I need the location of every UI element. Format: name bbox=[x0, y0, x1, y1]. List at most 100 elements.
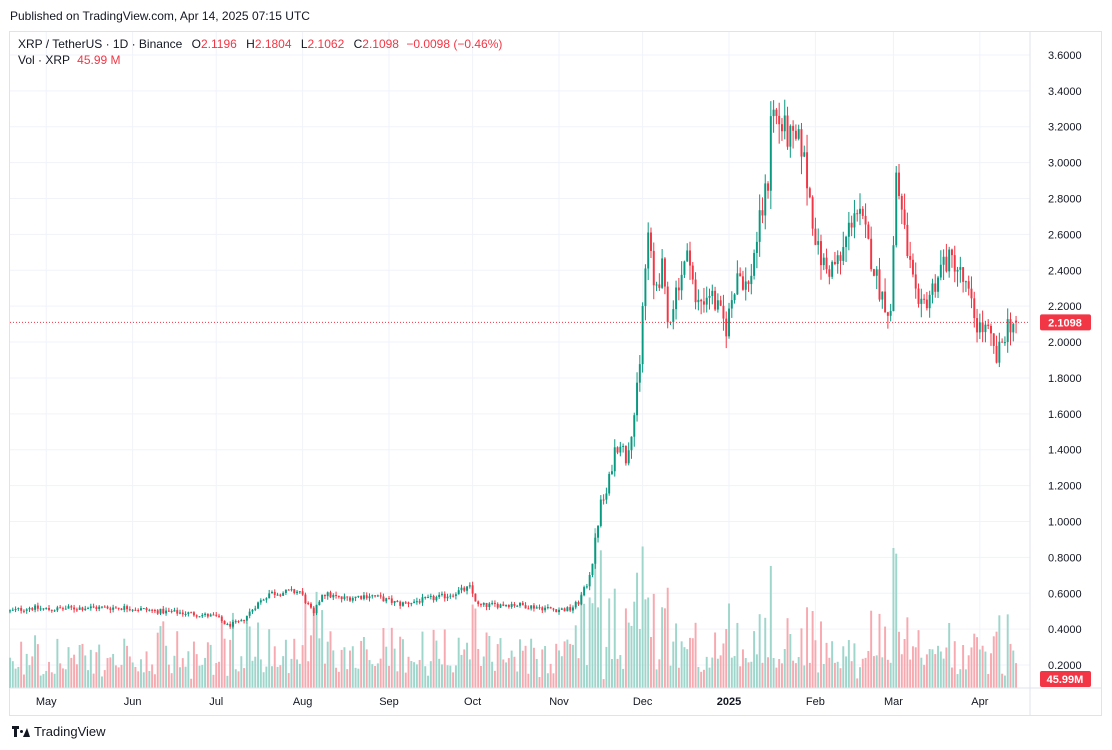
volume-bar bbox=[558, 650, 560, 688]
candle-body bbox=[558, 609, 560, 613]
candle-body bbox=[864, 215, 867, 225]
volume-bar bbox=[878, 613, 881, 688]
low-value: 2.1062 bbox=[307, 37, 345, 51]
volume-bar bbox=[95, 652, 98, 688]
volume-bar bbox=[1015, 663, 1018, 688]
volume-bar bbox=[218, 661, 220, 688]
volume-bar bbox=[153, 674, 156, 688]
volume-bar bbox=[987, 673, 990, 688]
candle-body bbox=[733, 294, 736, 301]
candle-body bbox=[457, 590, 460, 595]
candle-body bbox=[53, 610, 56, 612]
volume-bar bbox=[103, 670, 106, 688]
volume-bar bbox=[53, 673, 56, 688]
candle-body bbox=[438, 594, 441, 598]
volume-bar bbox=[493, 670, 496, 688]
candle-body bbox=[31, 608, 34, 610]
candle-body bbox=[967, 281, 970, 289]
volume-bar bbox=[736, 622, 739, 688]
tradingview-logo-icon bbox=[12, 726, 30, 737]
volume-bar bbox=[789, 633, 792, 688]
ohlc-legend-row: XRP / TetherUS · 1D · Binance O2.1196 H2… bbox=[18, 36, 502, 52]
volume-bar bbox=[460, 654, 463, 688]
volume-bar bbox=[560, 656, 563, 688]
volume-bar bbox=[925, 654, 928, 688]
candle-body bbox=[998, 341, 1001, 363]
candle-body bbox=[822, 257, 825, 266]
volume-bar bbox=[552, 673, 555, 688]
candle-body bbox=[532, 605, 535, 609]
candle-body bbox=[560, 608, 563, 610]
volume-bar bbox=[780, 663, 783, 688]
volume-bar bbox=[644, 599, 647, 688]
volume-bar bbox=[234, 669, 237, 688]
volume-bar bbox=[744, 658, 747, 688]
candle-body bbox=[507, 604, 510, 607]
candle-body bbox=[401, 602, 404, 606]
x-tick-label: Feb bbox=[806, 696, 825, 708]
volume-bar bbox=[820, 621, 822, 688]
candle-body bbox=[672, 309, 675, 322]
candle-body bbox=[323, 594, 326, 597]
volume-bar bbox=[293, 638, 296, 688]
candle-body bbox=[892, 245, 895, 312]
volume-bar bbox=[725, 629, 728, 688]
candle-body bbox=[730, 300, 733, 309]
candle-body bbox=[925, 299, 928, 309]
volume-bar bbox=[555, 643, 558, 688]
y-tick-label: 0.4000 bbox=[1048, 624, 1082, 636]
volume-bar bbox=[981, 645, 984, 688]
volume-bar bbox=[98, 644, 101, 688]
candle-body bbox=[739, 273, 742, 277]
candle-body bbox=[552, 608, 555, 610]
candle-body bbox=[970, 288, 973, 299]
x-tick-label: Mar bbox=[884, 696, 903, 708]
volume-bar bbox=[694, 622, 697, 688]
x-tick-label: Jun bbox=[124, 696, 142, 708]
volume-bar bbox=[616, 658, 619, 688]
volume-bar bbox=[176, 631, 179, 688]
candle-body bbox=[856, 213, 859, 215]
volume-bar bbox=[112, 653, 115, 688]
volume-bar bbox=[803, 665, 806, 688]
volume-bar bbox=[131, 662, 134, 688]
brand-name: TradingView bbox=[34, 724, 106, 739]
footer-brand[interactable]: TradingView bbox=[12, 724, 106, 739]
volume-label[interactable]: Vol · XRP bbox=[18, 53, 70, 67]
volume-bar bbox=[839, 668, 842, 688]
volume-bar bbox=[145, 651, 148, 688]
volume-bar bbox=[351, 646, 354, 688]
volume-bar bbox=[187, 651, 190, 688]
volume-bar bbox=[585, 665, 588, 688]
candle-body bbox=[636, 382, 639, 416]
volume-bar bbox=[502, 659, 505, 688]
candle-body bbox=[427, 596, 430, 598]
candle-body bbox=[981, 322, 984, 333]
volume-bar bbox=[173, 655, 176, 688]
candle-body bbox=[761, 210, 764, 216]
volume-bar bbox=[764, 617, 767, 688]
volume-bar bbox=[702, 669, 705, 688]
volume-bar bbox=[22, 674, 25, 688]
candle-body bbox=[588, 574, 591, 587]
volume-bar bbox=[753, 631, 756, 688]
candle-body bbox=[510, 604, 513, 607]
candle-body bbox=[900, 196, 903, 210]
volume-bar bbox=[605, 646, 608, 688]
volume-bar bbox=[571, 644, 574, 688]
volume-bar bbox=[622, 668, 625, 688]
volume-bar bbox=[591, 603, 594, 688]
candle-body bbox=[218, 615, 220, 617]
candle-body bbox=[376, 595, 379, 597]
volume-bar bbox=[368, 660, 371, 688]
symbol-label[interactable]: XRP / TetherUS · 1D · Binance bbox=[18, 37, 183, 51]
candle-body bbox=[714, 290, 717, 310]
volume-bar bbox=[126, 645, 129, 688]
candle-body bbox=[198, 616, 201, 618]
candle-body bbox=[460, 587, 463, 591]
candle-body bbox=[159, 608, 162, 614]
candle-body bbox=[173, 610, 176, 612]
candle-body bbox=[477, 601, 480, 605]
candle-body bbox=[251, 609, 254, 612]
